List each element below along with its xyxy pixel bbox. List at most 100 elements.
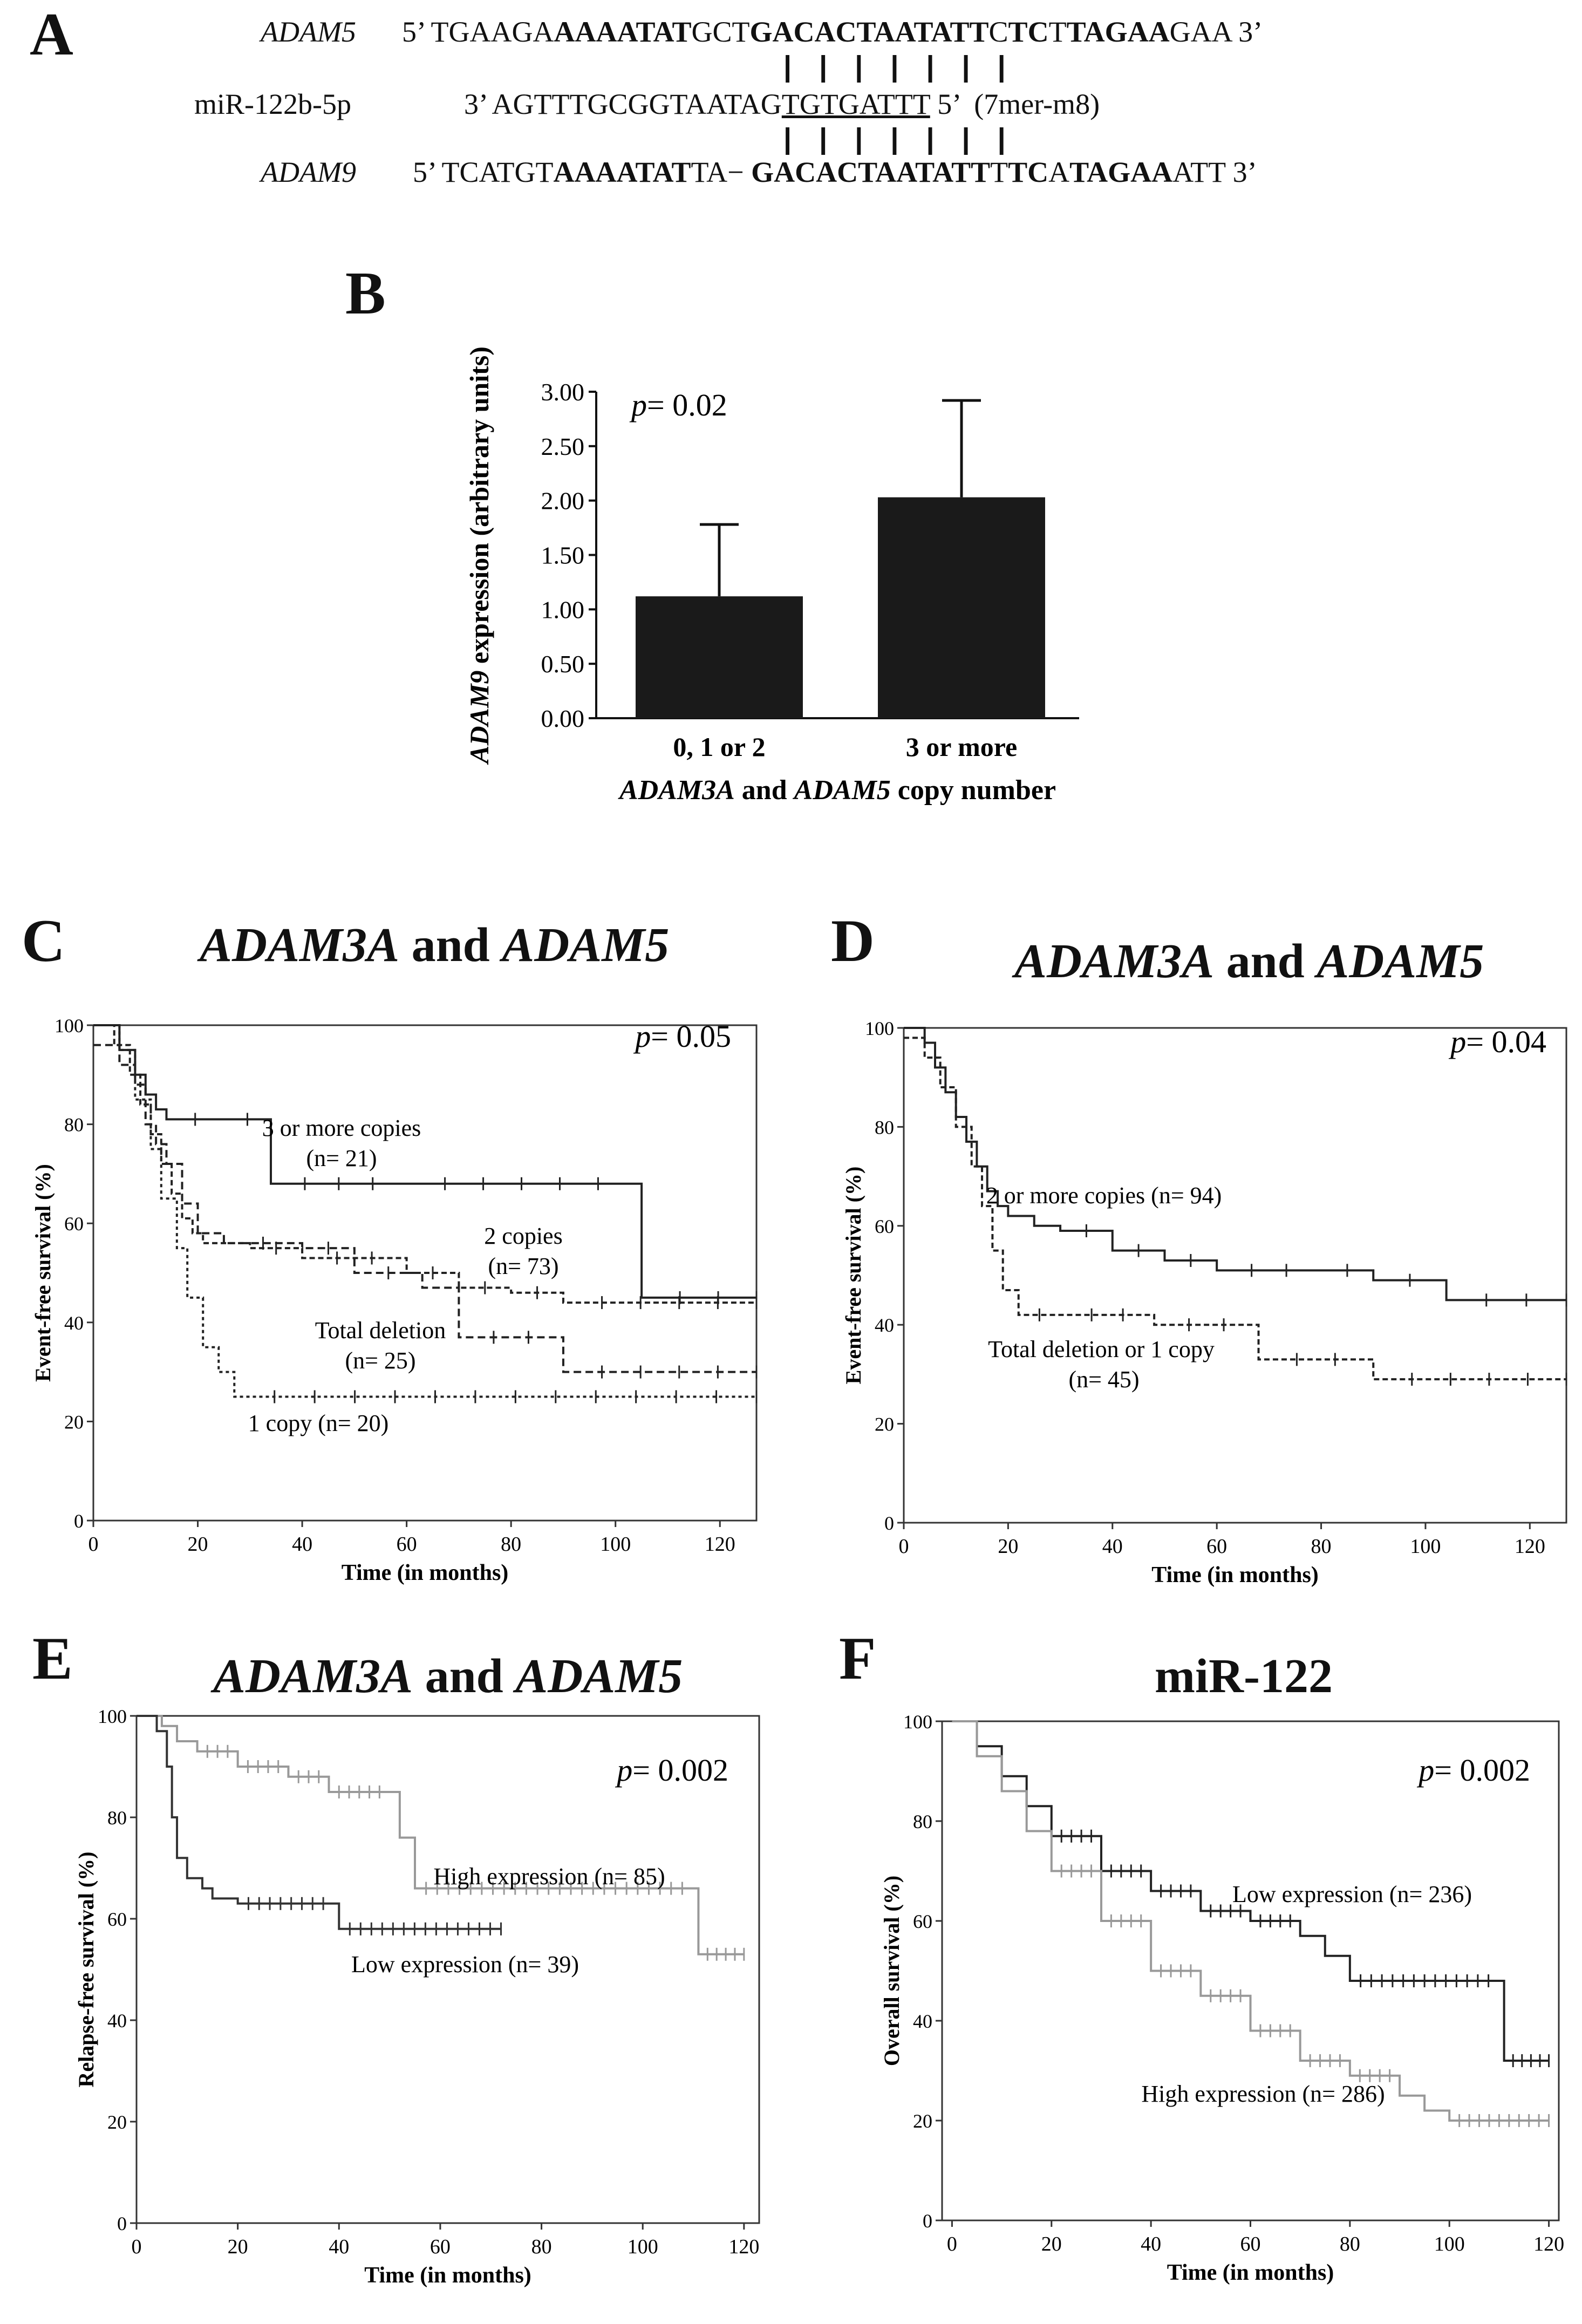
- survival-curve-2-copies: [93, 1024, 756, 1304]
- y-axis-title: Relapse-free survival (%): [74, 1852, 98, 2088]
- x-axis-title: Time (in months): [1151, 1563, 1319, 1587]
- x-tick-label: 20: [188, 1533, 208, 1556]
- x-tick-label: 0: [132, 2236, 142, 2258]
- series-label: High expression (n= 286): [1141, 2081, 1385, 2107]
- y-tick-label: 20: [64, 1411, 84, 1433]
- series-label: Low expression (n= 236): [1232, 1881, 1472, 1907]
- x-tick-label: 100: [1410, 1535, 1441, 1558]
- series-label: 1 copy (n= 20): [248, 1410, 389, 1436]
- y-tick-label: 0.00: [541, 705, 585, 732]
- x-axis-title: Time (in months): [364, 2263, 531, 2288]
- y-tick-label: 80: [875, 1116, 894, 1138]
- y-tick-label: 100: [98, 1706, 127, 1727]
- adam9-gene-label: ADAM9: [261, 156, 356, 188]
- y-tick-label: 100: [903, 1711, 932, 1733]
- survival-curve-low-expression: [952, 1720, 1549, 2062]
- x-axis-title: ADAM3A and ADAM5 copy number: [618, 775, 1056, 806]
- panel-e-survival-chart: 0 20 40 60 80 100 120 0 20 40 60 80 100 Time (in mont…: [74, 1706, 760, 2288]
- panel-c-survival-chart: 0 20 40 60 80 100 120 0 20 40 60 80 100 Time (in mont…: [31, 1015, 758, 1585]
- x-tick-label: 60: [430, 2236, 451, 2258]
- series-label: Low expression (n= 39): [351, 1951, 579, 1978]
- survival-curve-1-copy: [93, 1024, 756, 1398]
- x-tick-label: 40: [329, 2236, 349, 2258]
- y-tick-label: 0.50: [541, 650, 585, 678]
- series-n-label: (n= 21): [306, 1145, 377, 1171]
- adam5-sequence: 5’ TGAAGAAAAATATGCTGACACTAATATTCTCTTAGAA…: [402, 16, 1263, 48]
- y-tick-label: 2.50: [541, 433, 585, 460]
- y-tick-label: 0: [884, 1512, 894, 1534]
- y-tick-label: 20: [107, 2111, 127, 2133]
- plot-frame: [903, 1027, 1567, 1524]
- y-tick-label: 60: [913, 1911, 932, 1932]
- y-tick-label: 80: [64, 1114, 84, 1136]
- y-axis-title: Event-free survival (%): [841, 1167, 865, 1385]
- plot-frame: [135, 1715, 760, 2224]
- panel-d-title: ADAM3A and ADAM5: [1014, 935, 1484, 988]
- y-tick-label: 20: [913, 2110, 932, 2132]
- panel-d-survival-chart: 0 20 40 60 80 100 120 0 20 40 60 80 100 Time (in mont…: [841, 1018, 1567, 1587]
- plot-frame: [92, 1024, 758, 1522]
- pairing-bars-bottom: | | | | | | |: [783, 122, 1015, 155]
- x-tick-label: 60: [1206, 1535, 1227, 1558]
- x-tick-label: 80: [1340, 2233, 1360, 2255]
- x-tick-label: 100: [628, 2236, 658, 2258]
- x-tick-label: 0: [947, 2233, 957, 2255]
- series-label: 2 copies: [484, 1223, 562, 1249]
- x-tick-label: 40: [1141, 2233, 1161, 2255]
- y-tick-label: 40: [107, 2010, 127, 2032]
- survival-curve-3-or-more-copies: [93, 1024, 756, 1299]
- pairing-bars-top: | | | | | | |: [783, 50, 1015, 83]
- survival-curve-high-expression: [952, 1720, 1549, 2122]
- x-tick-label: 120: [1515, 1535, 1545, 1558]
- x-tick-label: 80: [501, 1533, 521, 1556]
- plot-frame: [941, 1720, 1560, 2221]
- y-axis-title: Overall survival (%): [879, 1876, 904, 2066]
- y-tick-label: 0: [923, 2210, 932, 2232]
- x-tick-label: 20: [228, 2236, 248, 2258]
- x-tick-label: 80: [531, 2236, 552, 2258]
- panel-a-letter: A: [30, 1, 73, 68]
- mirna-label: miR-122b-5p: [194, 88, 351, 120]
- x-category-label: 3 or more: [906, 732, 1017, 762]
- series-label: Total deletion or 1 copy: [988, 1336, 1215, 1362]
- y-tick-label: 2.00: [541, 487, 585, 515]
- x-category-label: 0, 1 or 2: [673, 732, 765, 762]
- y-tick-label: 80: [107, 1807, 127, 1829]
- panel-b-bar-chart: 0.00 0.50 1.00 1.50 2.00 2.50 3.00 0, 1 or 2 3 o…: [464, 346, 1079, 806]
- x-tick-label: 100: [1434, 2233, 1465, 2255]
- panel-d-letter: D: [831, 908, 875, 974]
- x-tick-label: 20: [1041, 2233, 1062, 2255]
- x-tick-label: 120: [705, 1533, 735, 1556]
- x-tick-label: 20: [998, 1535, 1018, 1558]
- series-label: 3 or more copies: [262, 1115, 421, 1141]
- y-tick-label: 3.00: [541, 378, 585, 406]
- x-tick-label: 40: [292, 1533, 312, 1556]
- p-value-annotation: p= 0.04: [1448, 1024, 1546, 1059]
- x-tick-label: 120: [728, 2236, 759, 2258]
- x-axis-title: Time (in months): [1167, 2260, 1334, 2285]
- y-tick-label: 100: [865, 1018, 894, 1039]
- panel-b-letter: B: [345, 260, 386, 327]
- series-label: High expression (n= 85): [433, 1863, 665, 1890]
- series-n-label: (n= 73): [488, 1253, 558, 1279]
- p-value-annotation: p= 0.002: [1416, 1753, 1530, 1788]
- y-axis-title: Event-free survival (%): [31, 1164, 55, 1382]
- y-tick-label: 60: [64, 1213, 84, 1235]
- panel-c-letter: C: [22, 908, 65, 974]
- y-tick-label: 0: [74, 1510, 84, 1532]
- y-tick-label: 100: [54, 1015, 84, 1037]
- bar: [878, 497, 1045, 718]
- y-axis-title: ADAM9 expression (arbitrary units): [464, 346, 494, 765]
- y-tick-label: 20: [875, 1414, 894, 1435]
- y-tick-label: 1.00: [541, 596, 585, 623]
- series-n-label: (n= 25): [345, 1347, 415, 1374]
- survival-curve-total-deletion: [93, 1044, 756, 1373]
- y-tick-label: 40: [64, 1312, 84, 1334]
- panel-f-title: miR-122: [1155, 1650, 1333, 1703]
- y-tick-label: 60: [875, 1216, 894, 1237]
- x-tick-label: 40: [1102, 1535, 1123, 1558]
- y-tick-label: 40: [875, 1314, 894, 1336]
- panel-c-title: ADAM3A and ADAM5: [200, 918, 670, 972]
- p-value-annotation: p= 0.02: [629, 387, 727, 422]
- x-tick-label: 0: [899, 1535, 909, 1558]
